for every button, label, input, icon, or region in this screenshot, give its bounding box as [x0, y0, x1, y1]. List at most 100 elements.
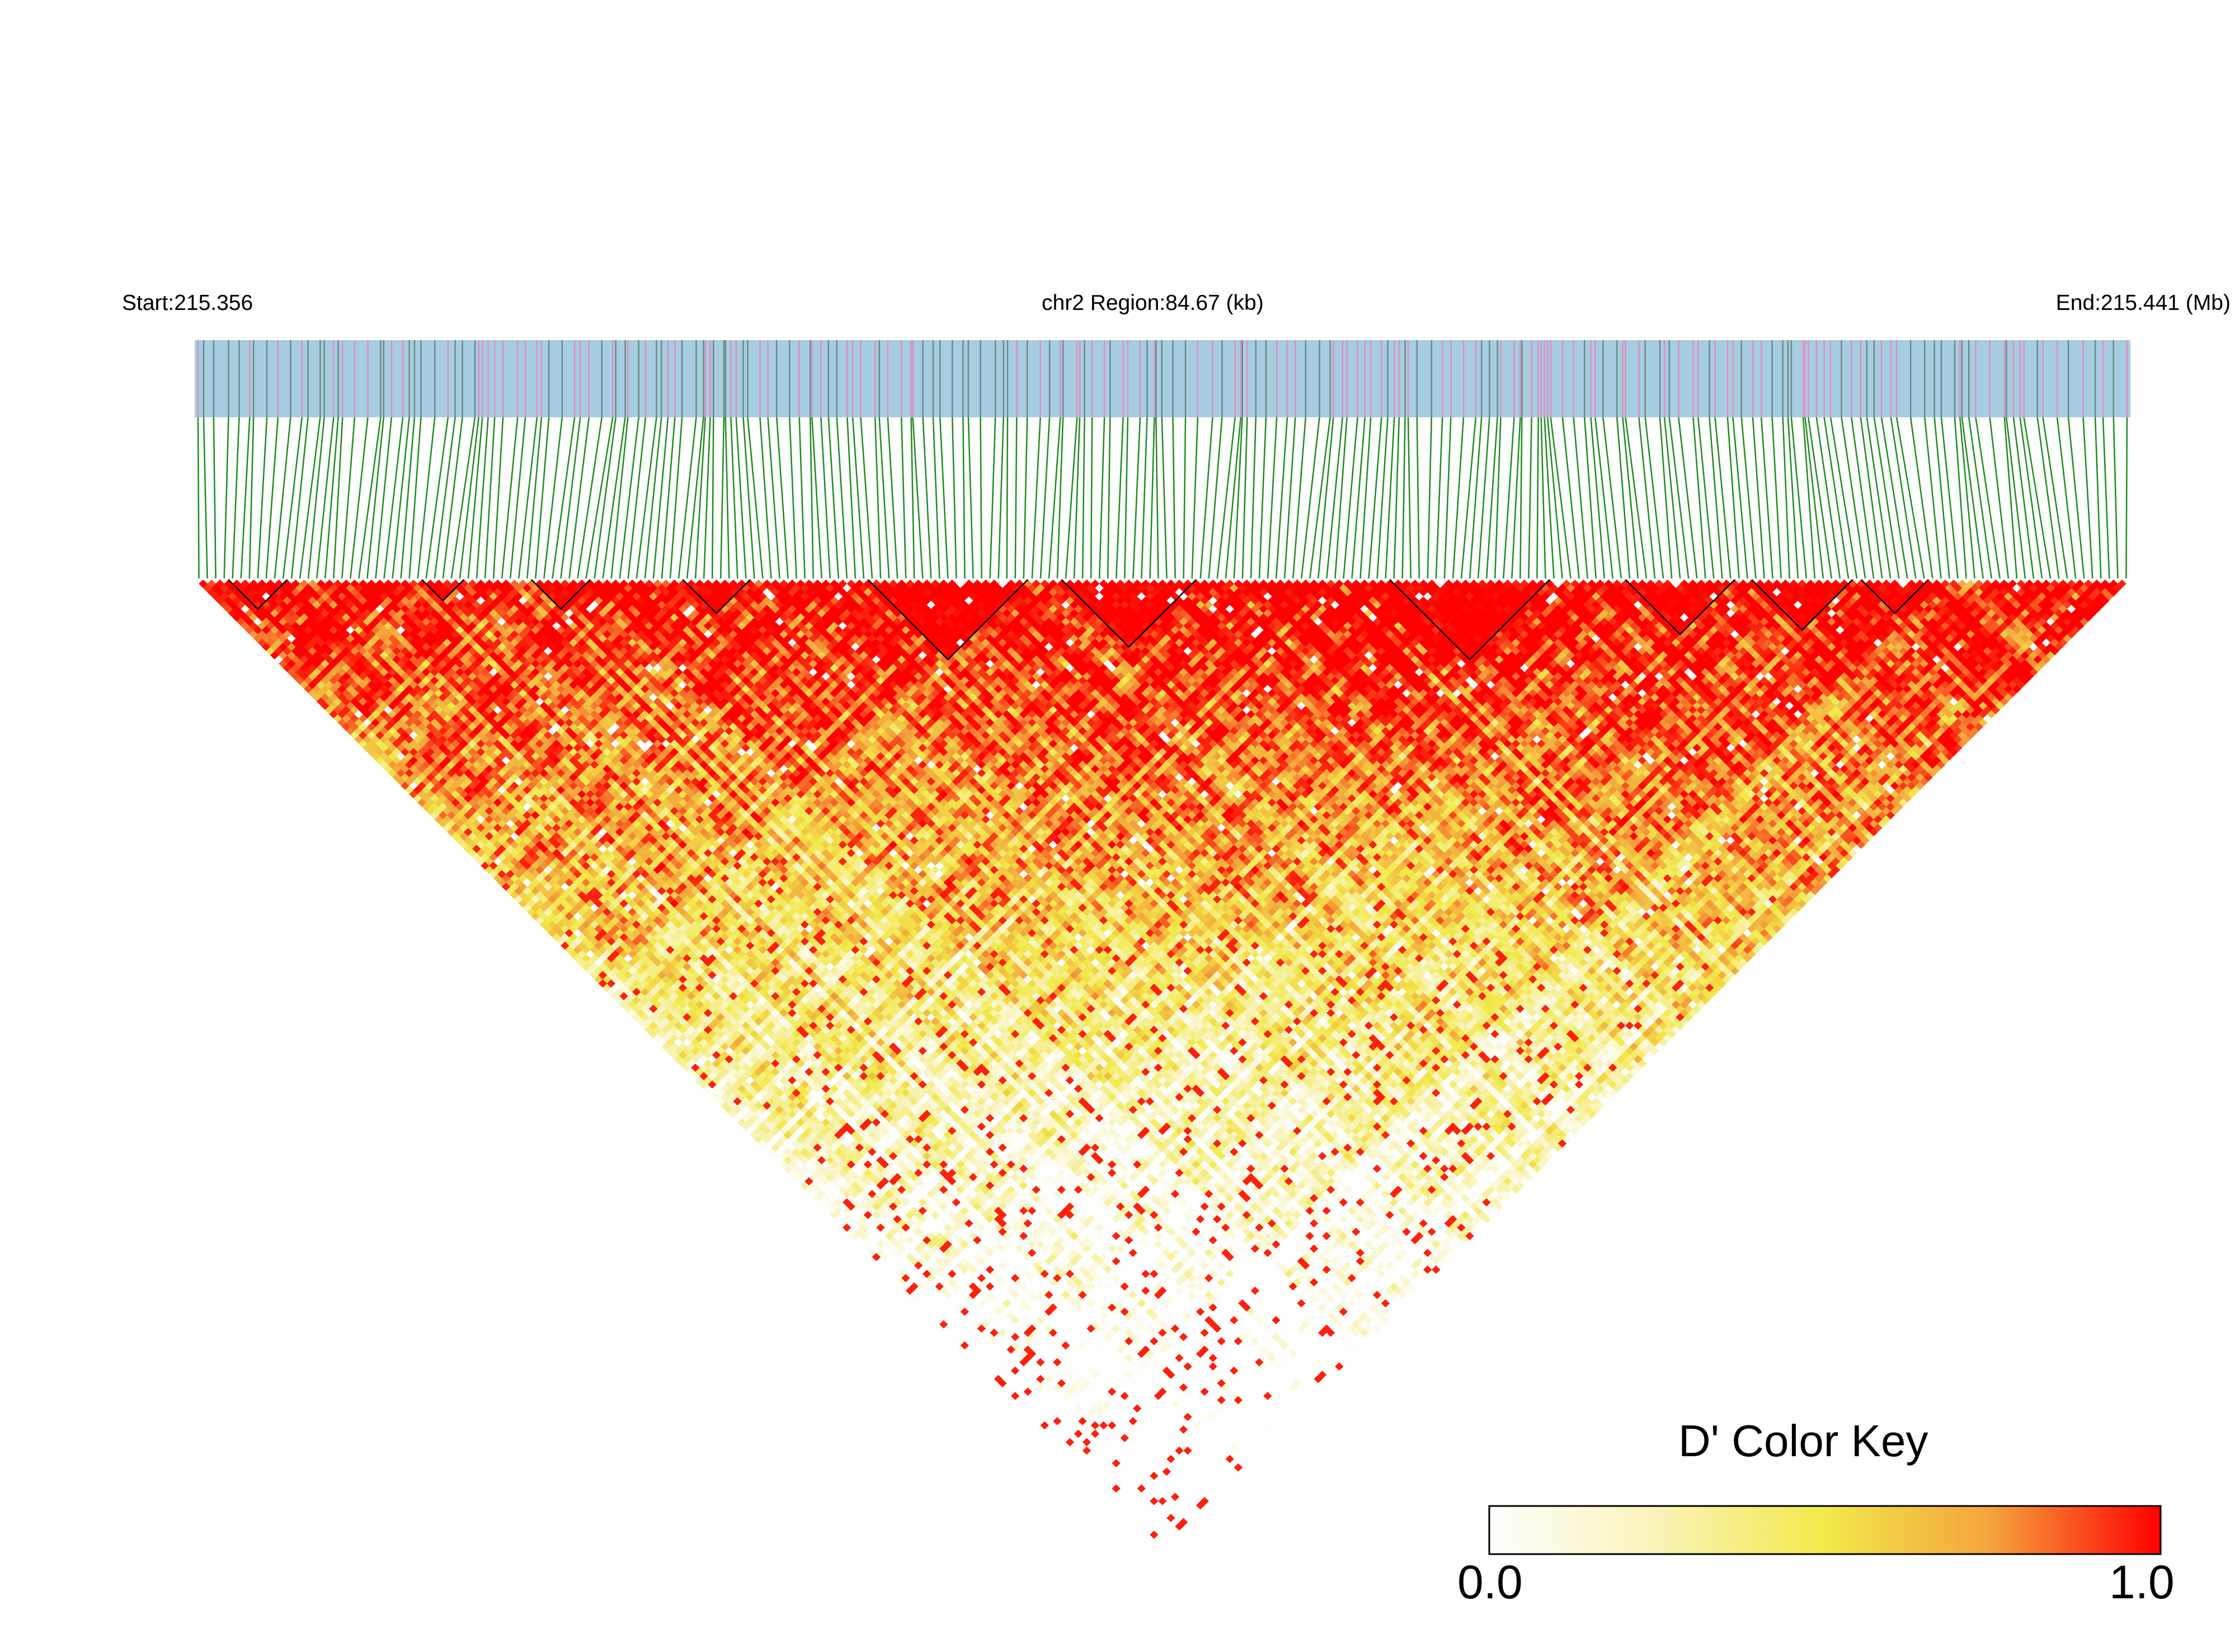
- snp-connector: [400, 417, 416, 579]
- snp-connector: [1726, 417, 1740, 579]
- snp-connector: [1732, 417, 1748, 579]
- snp-connector: [1895, 417, 1925, 579]
- snp-connector: [1959, 417, 1975, 579]
- snp-connector: [417, 417, 436, 579]
- snp-connector: [1625, 417, 1648, 579]
- snp-connector: [759, 417, 772, 579]
- region-end-label: End:215.441 (Mb): [2056, 291, 2231, 316]
- snp-connector: [711, 417, 714, 579]
- snp-connector: [1909, 417, 1933, 579]
- snp-connector: [552, 417, 576, 579]
- snp-connector: [2094, 417, 2102, 579]
- ld-cell: [481, 861, 490, 870]
- ld-cells: [199, 580, 2126, 1547]
- snp-connector: [1692, 417, 1706, 579]
- ld-cell: [788, 1169, 797, 1178]
- ld-cell: [236, 609, 246, 618]
- ld-cell: [531, 903, 540, 912]
- snp-connector: [2023, 417, 2052, 579]
- snp-connector: [1968, 417, 1993, 579]
- snp-connector: [459, 417, 479, 579]
- ld-cell: [266, 647, 275, 656]
- snp-connector: [724, 417, 730, 579]
- ld-cell: [1124, 1505, 1133, 1514]
- snp-connector: [1427, 417, 1433, 579]
- snp-connector: [383, 417, 404, 579]
- snp-connector: [677, 417, 697, 579]
- ld-cell: [434, 807, 444, 816]
- snp-connector: [1940, 417, 1959, 579]
- ld-cell: [884, 1265, 893, 1274]
- snp-connector: [1550, 417, 1571, 579]
- snp-connector: [492, 417, 504, 579]
- snp-connector: [442, 417, 463, 579]
- snp-connector: [1584, 417, 1597, 579]
- snp-connector: [232, 417, 240, 579]
- snp-connector: [1851, 417, 1875, 579]
- snp-connector: [939, 417, 949, 579]
- snp-connector: [248, 417, 255, 579]
- snp-connector: [967, 417, 974, 579]
- snp-connector: [223, 417, 229, 579]
- ld-cell: [1061, 1442, 1070, 1451]
- snp-connector: [1829, 417, 1858, 579]
- ld-cell: [207, 580, 216, 589]
- snp-connector: [577, 417, 603, 579]
- snp-connector: [1469, 417, 1483, 579]
- snp-connector: [1065, 417, 1078, 579]
- snp-connector: [1241, 417, 1248, 579]
- snp-connector: [1161, 417, 1168, 579]
- ld-cell: [287, 659, 296, 668]
- ld-cell: [771, 1151, 780, 1160]
- ld-cell: [973, 1354, 982, 1363]
- ld-cell: [1086, 1467, 1095, 1476]
- snp-connector: [1989, 417, 2010, 579]
- snp-connector: [798, 417, 806, 579]
- snp-connector: [282, 417, 303, 579]
- snp-connector: [1275, 417, 1288, 579]
- ld-cell: [219, 592, 229, 601]
- snp-connector: [1318, 417, 1334, 579]
- ld-cell: [893, 1274, 902, 1283]
- snp-connector: [1006, 417, 1009, 579]
- snp-connector: [543, 417, 563, 579]
- snp-connector: [2006, 417, 2026, 579]
- snp-connector: [1225, 417, 1241, 579]
- snp-connector: [2082, 417, 2093, 579]
- snp-connector: [1659, 417, 1673, 579]
- snp-connector: [1149, 417, 1155, 579]
- snp-connector: [585, 417, 614, 579]
- snp-connector: [350, 417, 369, 579]
- snp-connector: [2042, 417, 2068, 579]
- ld-cell: [333, 714, 342, 723]
- ld-cell: [788, 1160, 797, 1169]
- ld-cell: [1028, 1408, 1037, 1417]
- ld-cell: [964, 1345, 973, 1354]
- snp-connector: [811, 417, 822, 579]
- snp-connector: [1752, 417, 1765, 579]
- snp-connector: [627, 417, 647, 579]
- snp-connector: [1804, 417, 1824, 579]
- snp-connector: [290, 417, 309, 579]
- snp-connector: [274, 417, 291, 579]
- region-size-label: chr2 Region:84.67 (kb): [1042, 291, 1264, 316]
- snp-connector: [299, 417, 321, 579]
- snp-connector: [1199, 417, 1213, 579]
- snp-connector: [1376, 417, 1389, 579]
- ld-cell: [1141, 1522, 1150, 1531]
- snp-connector: [375, 417, 393, 579]
- ld-cell: [215, 588, 224, 597]
- snp-connector: [1771, 417, 1782, 579]
- snp-connector: [1740, 417, 1757, 579]
- snp-connector: [484, 417, 496, 579]
- snp-connector: [1860, 417, 1883, 579]
- ld-cell: [236, 617, 246, 626]
- snp-connector: [912, 417, 924, 579]
- ld-cell: [939, 1320, 948, 1329]
- ld-cell: [876, 1257, 885, 1266]
- ld-cell: [384, 764, 393, 773]
- snp-connector: [1975, 417, 2001, 579]
- snp-connector: [1590, 417, 1606, 579]
- snp-connector: [1023, 417, 1028, 579]
- snp-connector: [997, 417, 1004, 579]
